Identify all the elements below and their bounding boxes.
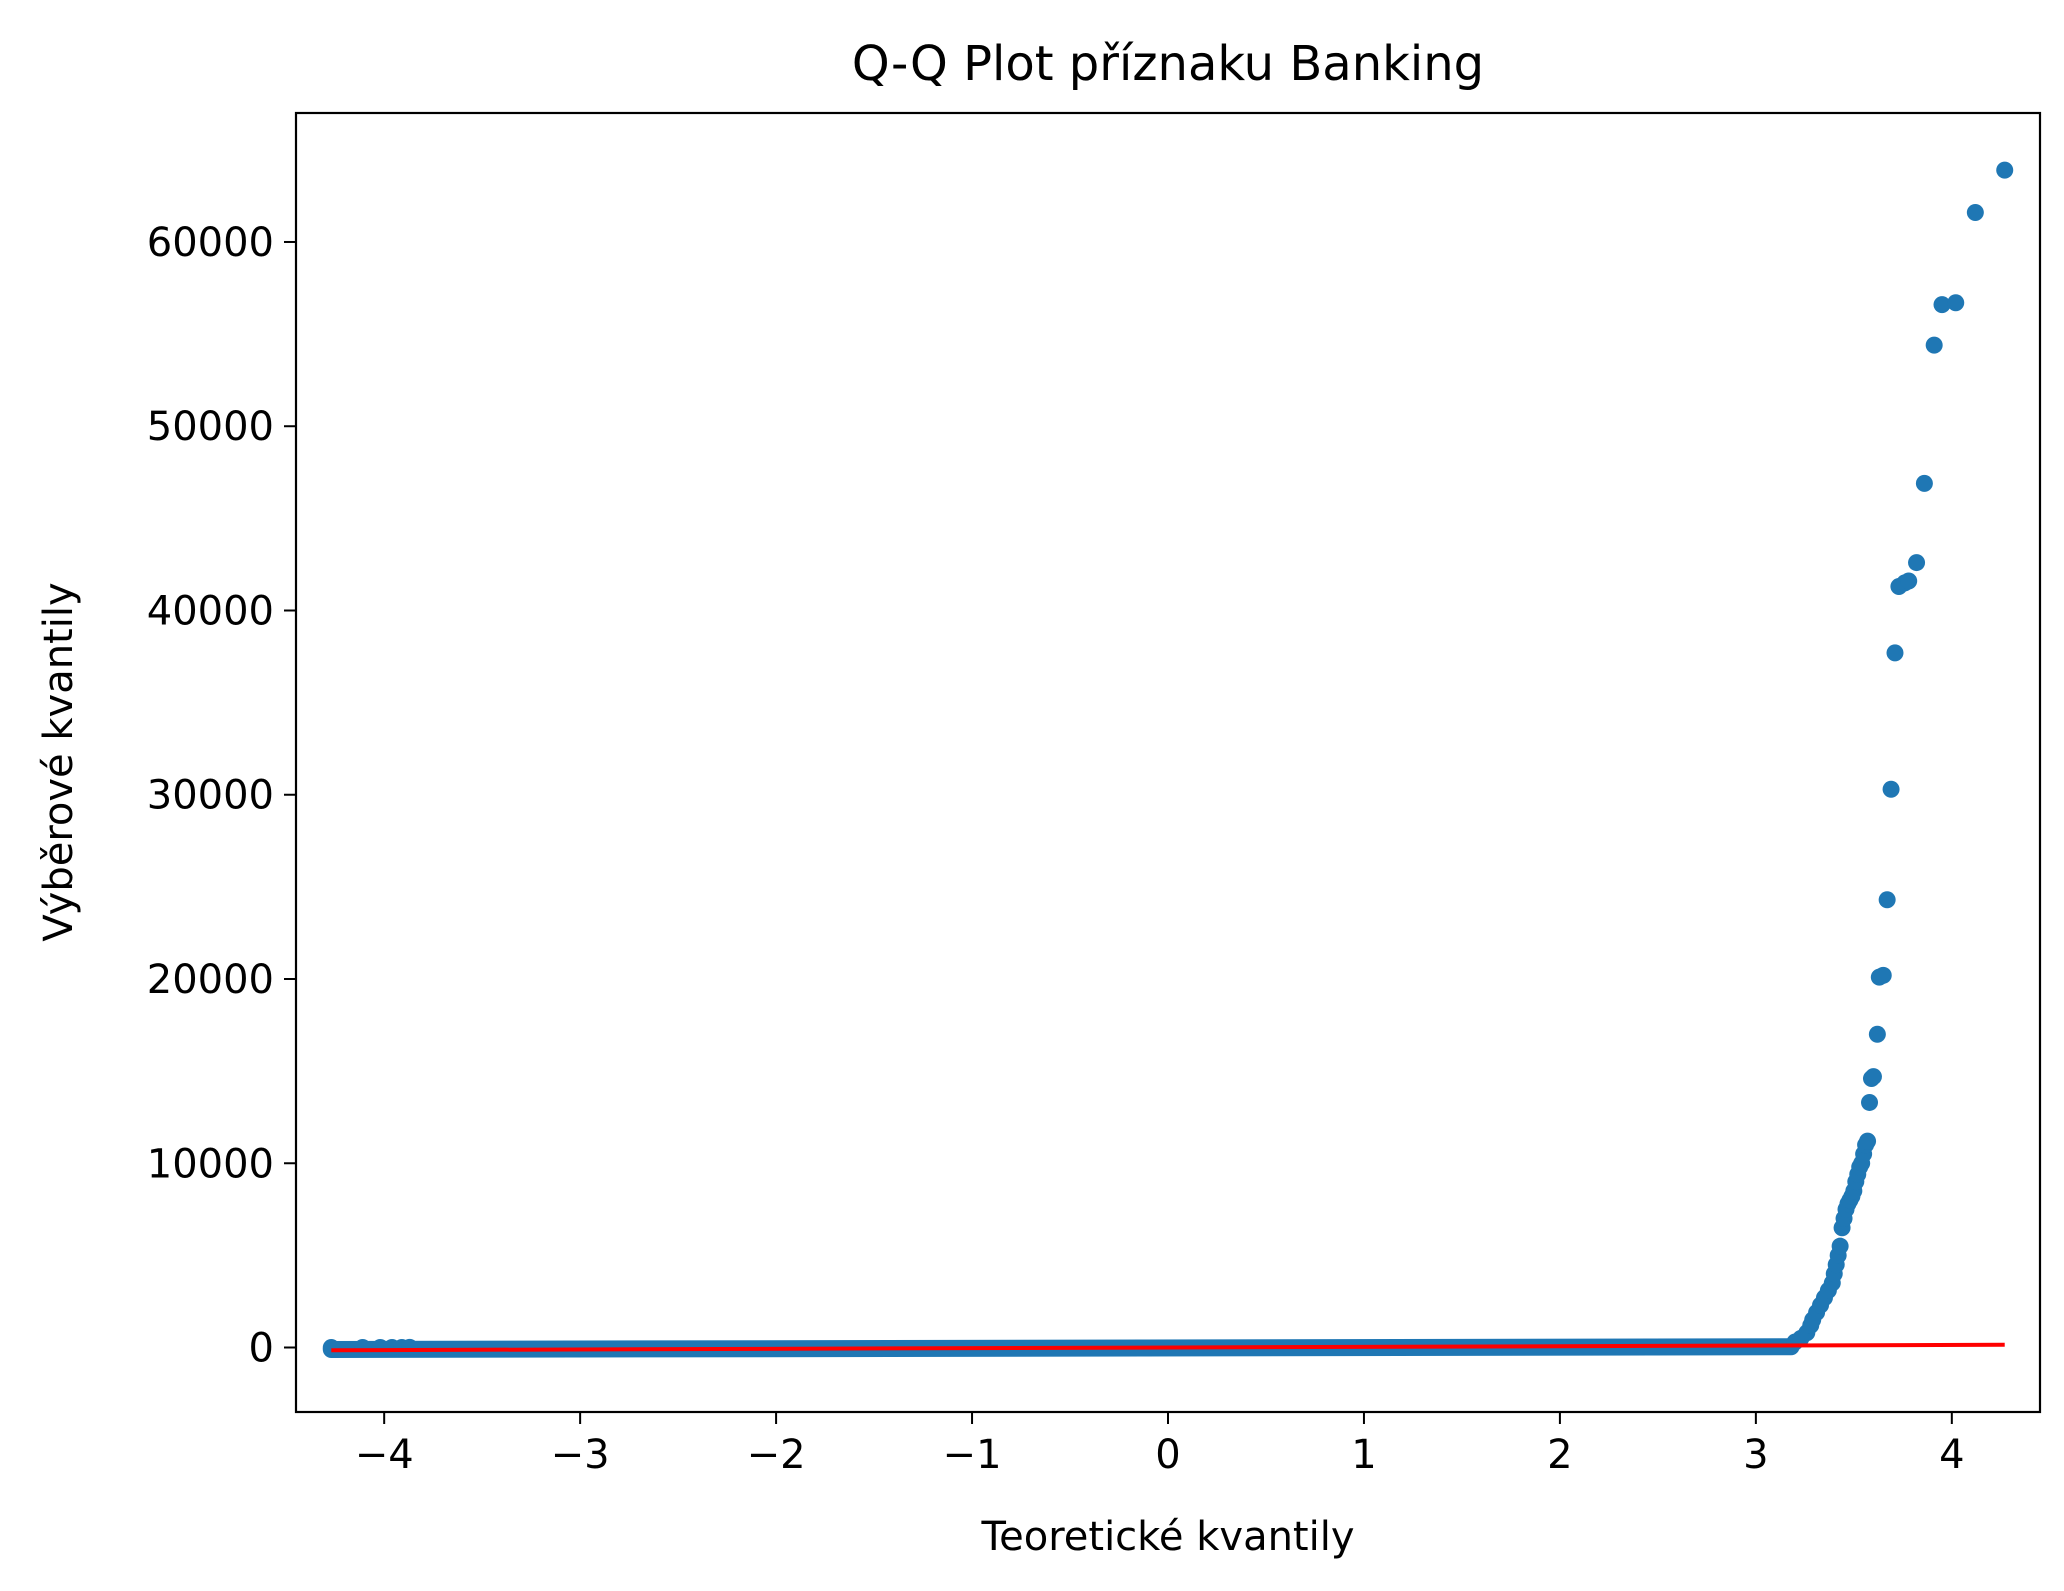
- x-tick-label: −4: [355, 1432, 414, 1478]
- x-tick-label: 1: [1351, 1432, 1376, 1478]
- x-axis: −4 −3 −2 −1 0 1 2 3 4: [355, 1412, 1965, 1478]
- y-axis-label: Výběrové kvantily: [36, 582, 82, 941]
- data-point: [1886, 644, 1904, 662]
- x-tick-label: −3: [551, 1432, 610, 1478]
- y-tick-label: 50000: [147, 404, 274, 450]
- y-tick-label: 0: [249, 1326, 274, 1372]
- data-point: [1864, 1068, 1882, 1086]
- data-point: [1947, 294, 1965, 312]
- data-point: [1831, 1237, 1849, 1255]
- y-tick-label: 10000: [147, 1141, 274, 1187]
- plot-area: [322, 161, 2014, 1359]
- data-point: [1874, 966, 1892, 984]
- y-tick-label: 40000: [147, 588, 274, 634]
- x-tick-label: −1: [943, 1432, 1002, 1478]
- data-point: [1925, 336, 1943, 354]
- data-point: [322, 1339, 340, 1357]
- data-point: [1878, 891, 1896, 909]
- data-point: [1966, 203, 1984, 221]
- data-point: [354, 1339, 372, 1357]
- data-point: [1882, 780, 1900, 798]
- data-point: [1900, 572, 1918, 590]
- x-tick-label: −2: [747, 1432, 806, 1478]
- data-point: [1861, 1093, 1879, 1111]
- y-axis: 0 10000 20000 30000 40000 50000 60000: [147, 220, 296, 1372]
- data-point: [1859, 1132, 1877, 1150]
- x-tick-label: 2: [1547, 1432, 1572, 1478]
- x-axis-label: Teoretické kvantily: [980, 1514, 1354, 1560]
- y-tick-label: 20000: [147, 957, 274, 1003]
- data-point: [1996, 161, 2014, 179]
- chart-title: Q-Q Plot příznaku Banking: [852, 36, 1484, 92]
- data-point: [1868, 1025, 1886, 1043]
- y-tick-label: 60000: [147, 220, 274, 266]
- data-point: [1933, 296, 1951, 314]
- data-point: [401, 1338, 419, 1356]
- y-tick-label: 30000: [147, 773, 274, 819]
- data-point: [1915, 474, 1933, 492]
- x-tick-label: 4: [1939, 1432, 1964, 1478]
- x-tick-label: 0: [1155, 1432, 1180, 1478]
- x-tick-label: 3: [1743, 1432, 1768, 1478]
- data-point: [1908, 554, 1926, 572]
- reference-line: [331, 1342, 2005, 1353]
